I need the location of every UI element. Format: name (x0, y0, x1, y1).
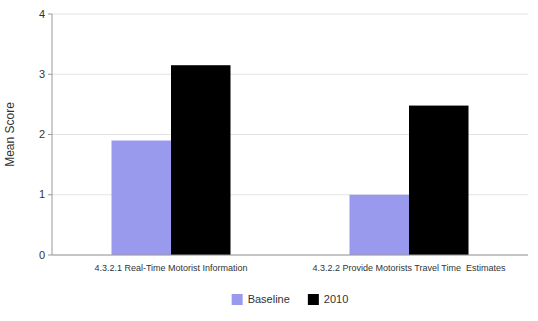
tick-mark (48, 14, 52, 15)
tick-mark (48, 134, 52, 135)
grid-line (52, 74, 528, 75)
bar (350, 195, 410, 255)
grid (52, 14, 528, 255)
bars (112, 65, 469, 255)
legend-label: 2010 (324, 293, 348, 305)
tick-label: 2 (39, 128, 45, 140)
axis-line (52, 255, 528, 256)
tick-mark (48, 194, 52, 195)
legend-label: Baseline (248, 293, 290, 305)
tick-label: 3 (39, 68, 45, 80)
bar (171, 65, 231, 255)
legend: Baseline 2010 (232, 293, 349, 305)
chart: 0 1 2 3 4 Mean Score 4.3.2.1 Real-Time Motoris… (0, 0, 538, 321)
legend-swatch (232, 294, 243, 305)
legend-swatch (308, 294, 319, 305)
grid-line (52, 255, 528, 256)
legend-item: 2010 (308, 293, 348, 305)
category-label: 4.3.2.1 Real-Time Motorist Information (94, 263, 247, 273)
axis-label: Mean Score (3, 102, 17, 167)
tick-label: 4 (39, 8, 45, 20)
bar (409, 106, 469, 255)
chart-container: 0 1 2 3 4 Mean Score 4.3.2.1 Real-Time Motoris… (0, 0, 538, 321)
category-label: 4.3.2.2 Provide Motorists Travel Time Es… (312, 263, 506, 273)
tick-label: 1 (39, 188, 45, 200)
tick-label: 0 (39, 249, 45, 261)
tick-mark (48, 74, 52, 75)
axis-line (52, 14, 53, 255)
legend-item: Baseline (232, 293, 290, 305)
x-axis: 4.3.2.1 Real-Time Motorist Information 4.… (52, 255, 528, 273)
grid-line (52, 14, 528, 15)
bar (112, 141, 172, 255)
y-axis: 0 1 2 3 4 (39, 8, 52, 261)
tick-mark (48, 255, 52, 256)
